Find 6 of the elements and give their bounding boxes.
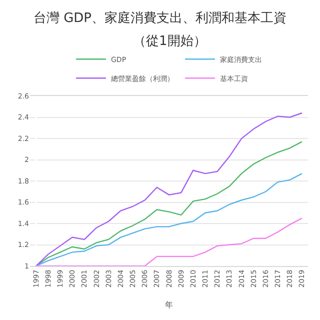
- chart-subtitle: （從1開始）: [133, 34, 206, 49]
- line-series: [35, 112, 303, 266]
- line-series: [35, 172, 303, 266]
- chart-title: 台灣 GDP、家庭消費支出、利潤和基本工資: [33, 10, 287, 26]
- x-axis-title: 年: [165, 300, 173, 310]
- line-series: [35, 218, 303, 266]
